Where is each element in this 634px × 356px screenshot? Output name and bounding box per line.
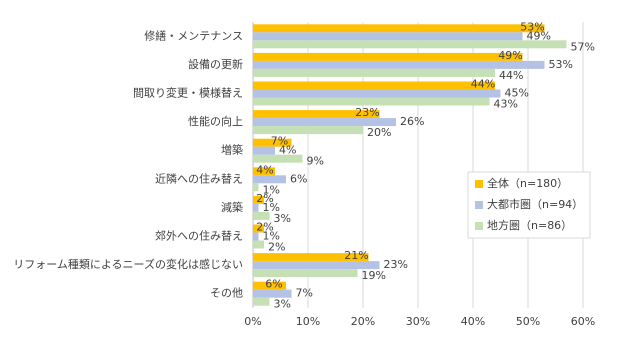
data-label: 20% — [367, 126, 391, 139]
bar — [253, 289, 292, 298]
data-label: 3% — [274, 212, 291, 225]
bar — [253, 211, 270, 220]
data-label: 43% — [494, 98, 518, 111]
data-label: 23% — [355, 106, 379, 119]
bar — [253, 24, 545, 33]
data-label: 53% — [549, 58, 573, 71]
data-label: 4% — [279, 144, 296, 157]
bar — [253, 138, 292, 147]
data-label: 2% — [256, 221, 273, 234]
x-tick-label: 60% — [571, 315, 595, 328]
legend-label: 大都市圏（n=94） — [487, 197, 583, 211]
bar — [253, 281, 286, 290]
bar — [253, 167, 275, 176]
y-tick-label: 増築 — [221, 143, 243, 157]
legend-label: 地方圏（n=86） — [487, 218, 572, 232]
y-tick-label: 近隣への住み替え — [155, 171, 243, 185]
data-label: 9% — [307, 155, 324, 168]
bar — [253, 175, 286, 184]
data-label: 57% — [571, 40, 595, 53]
legend-swatch — [475, 222, 483, 230]
bar — [253, 269, 358, 278]
x-tick-label: 50% — [516, 315, 540, 328]
data-label: 23% — [384, 258, 408, 271]
x-tick-label: 30% — [406, 315, 430, 328]
bar — [253, 60, 545, 69]
data-label: 1% — [263, 201, 280, 214]
bar — [253, 97, 490, 106]
y-tick-label: 減築 — [221, 200, 243, 214]
bar — [253, 253, 369, 262]
y-tick-label: 郊外への住み替え — [155, 229, 243, 243]
bar — [253, 154, 303, 163]
data-label: 49% — [498, 49, 522, 62]
bar — [253, 183, 259, 192]
x-tick-label: 10% — [296, 315, 320, 328]
data-label: 4% — [256, 163, 273, 176]
bar — [253, 240, 264, 249]
y-tick-label: 修繕・メンテナンス — [144, 28, 243, 42]
data-label: 26% — [400, 115, 424, 128]
bar — [253, 195, 264, 204]
data-label: 53% — [520, 20, 544, 33]
data-label: 49% — [527, 29, 551, 42]
y-tick-label: 間取り変更・模様替え — [133, 86, 243, 100]
data-label: 6% — [265, 278, 282, 291]
bar — [253, 232, 259, 241]
bar — [253, 126, 363, 135]
data-label: 19% — [362, 269, 386, 282]
bar — [253, 32, 523, 41]
legend-label: 全体（n=180） — [487, 176, 568, 190]
bar — [253, 203, 259, 212]
y-tick-label: 設備の更新 — [188, 57, 243, 71]
data-label: 2% — [256, 192, 273, 205]
bar — [253, 81, 495, 90]
bar — [253, 297, 270, 306]
bar — [253, 146, 275, 155]
data-label: 1% — [263, 183, 280, 196]
y-tick-label: 性能の向上 — [188, 114, 243, 128]
y-tick-label: リフォーム種類によるニーズの変化は感じない — [13, 257, 243, 271]
bar — [253, 68, 495, 77]
data-label: 45% — [505, 87, 529, 100]
data-label: 2% — [268, 241, 285, 254]
x-tick-label: 20% — [351, 315, 375, 328]
legend-swatch — [475, 201, 483, 209]
data-label: 7% — [271, 135, 288, 148]
x-tick-label: 40% — [461, 315, 485, 328]
bar — [253, 89, 501, 98]
bar — [253, 110, 380, 119]
data-label: 21% — [344, 249, 368, 262]
bar — [253, 224, 264, 233]
legend-box — [467, 171, 591, 239]
bar — [253, 118, 396, 127]
bar — [253, 52, 523, 61]
data-label: 6% — [290, 172, 307, 185]
bar — [253, 261, 380, 270]
data-label: 1% — [263, 230, 280, 243]
data-label: 3% — [274, 298, 291, 311]
y-tick-label: その他 — [210, 287, 243, 300]
data-label: 7% — [296, 287, 313, 300]
legend-swatch — [475, 180, 483, 188]
bar — [253, 40, 567, 49]
data-label: 44% — [471, 78, 495, 91]
data-label: 44% — [499, 69, 523, 82]
x-tick-label: 0% — [244, 315, 261, 328]
